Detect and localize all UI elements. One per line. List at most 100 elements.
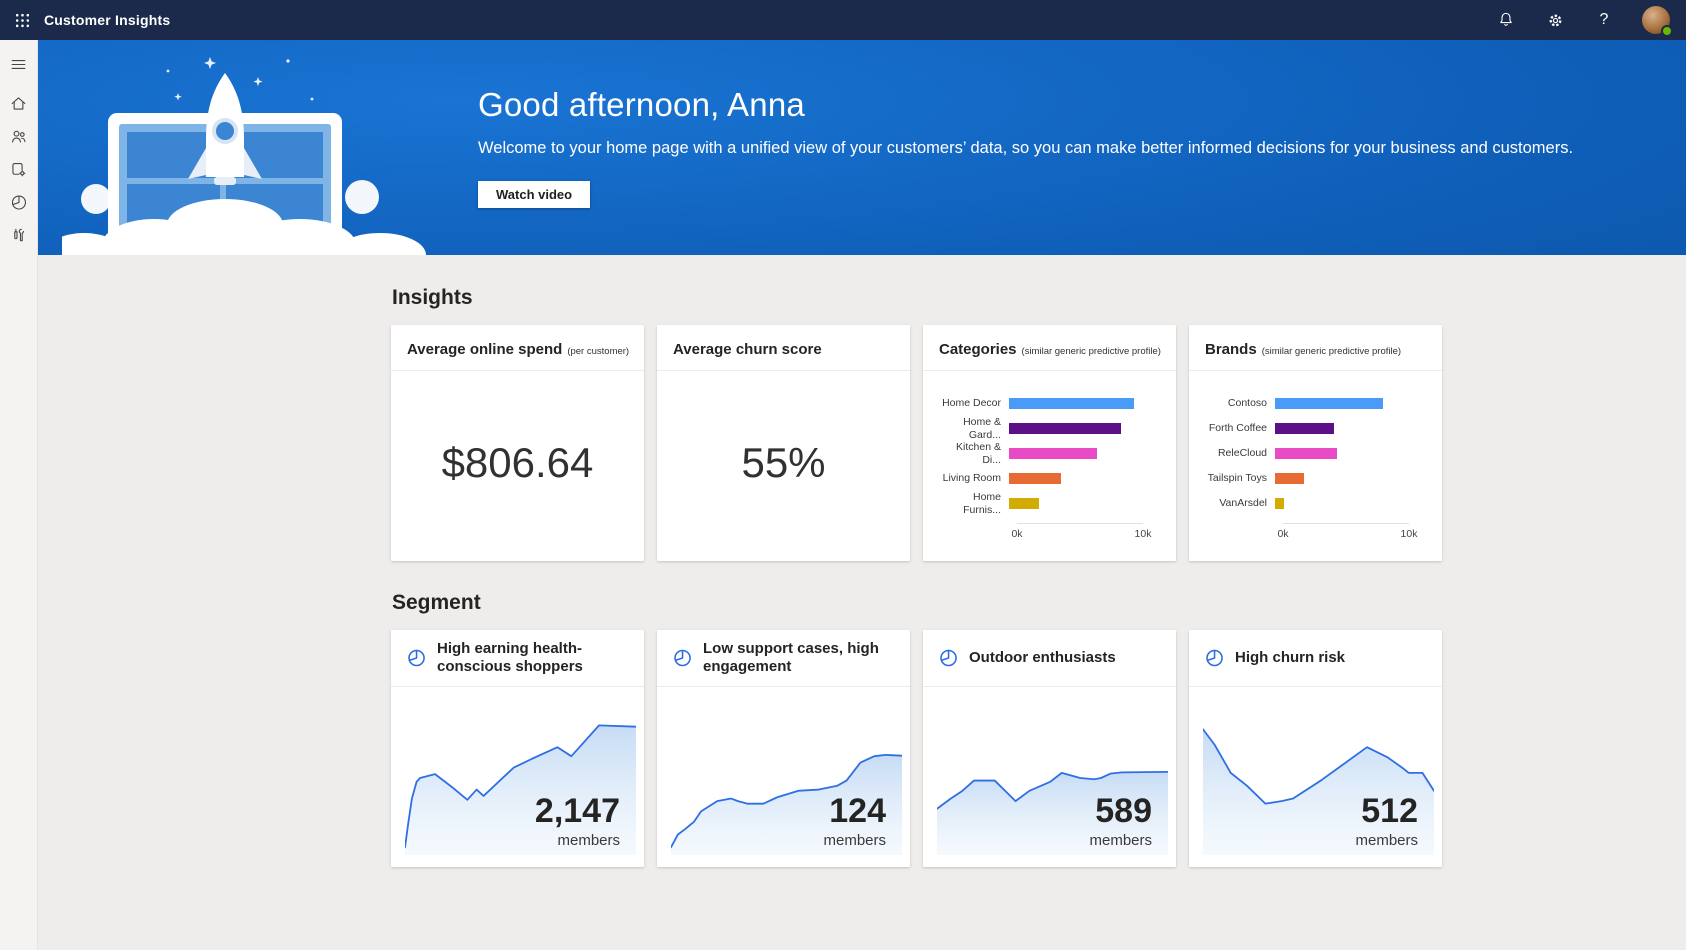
card-title: Brands <box>1205 341 1257 358</box>
main-content: Insights Average online spend (per custo… <box>391 255 1442 867</box>
bar-chart-row: Contoso <box>1203 391 1428 416</box>
segment-trend-chart: 2,147 members <box>391 687 644 867</box>
segment-card-high-churn-risk[interactable]: High churn risk 512 members <box>1189 630 1442 867</box>
help-icon[interactable]: ? <box>1593 9 1615 31</box>
x-axis: 0k10k <box>1283 523 1409 543</box>
kpi-value: 55% <box>741 439 825 487</box>
card-subtitle: (per customer) <box>567 346 629 357</box>
card-title: Categories <box>939 341 1017 358</box>
bar-chart-row: ReleCloud <box>1203 441 1428 466</box>
member-count: 512 <box>1355 794 1418 828</box>
card-title: Average churn score <box>673 341 822 358</box>
bar-chart-row: VanArsdel <box>1203 491 1428 516</box>
bar-chart-row: Forth Coffee <box>1203 416 1428 441</box>
member-count: 589 <box>1089 794 1152 828</box>
app-launcher-icon[interactable] <box>0 0 44 40</box>
bar <box>1275 448 1337 459</box>
categories-bar-chart: Home DecorHome & Gard...Kitchen & Di...L… <box>923 371 1176 543</box>
sidebar-item-tools[interactable] <box>0 219 38 252</box>
bar-track <box>1009 473 1135 484</box>
welcome-banner: Good afternoon, Anna Welcome to your hom… <box>38 40 1686 255</box>
segment-section-heading: Segment <box>392 591 1442 615</box>
sidebar-item-customers[interactable] <box>0 120 38 153</box>
bar <box>1275 473 1304 484</box>
segment-pie-icon <box>405 647 427 669</box>
sidebar-item-data[interactable] <box>0 153 38 186</box>
app-title: Customer Insights <box>44 12 170 28</box>
bar-track <box>1275 398 1401 409</box>
segment-trend-chart: 124 members <box>657 687 910 867</box>
segment-pie-icon <box>937 647 959 669</box>
bar-chart-row: Home Furnis... <box>937 491 1162 516</box>
bar <box>1275 398 1383 409</box>
chart-card-brands[interactable]: Brands (similar generic predictive profi… <box>1189 325 1442 561</box>
sidebar-item-home[interactable] <box>0 87 38 120</box>
bar-category-label: Tailspin Toys <box>1203 472 1275 484</box>
member-count: 124 <box>823 794 886 828</box>
bar-track <box>1275 473 1401 484</box>
bar-track <box>1009 498 1135 509</box>
greeting-title: Good afternoon, Anna <box>478 86 1668 124</box>
topbar-actions: ? <box>1495 6 1686 34</box>
bar-chart-row: Living Room <box>937 466 1162 491</box>
card-subtitle: (similar generic predictive profile) <box>1262 346 1401 357</box>
bar <box>1009 473 1061 484</box>
axis-tick: 10k <box>1401 528 1418 540</box>
kpi-card-average-online-spend[interactable]: Average online spend (per customer) $806… <box>391 325 644 561</box>
segment-card-high-earning[interactable]: High earning health-conscious shoppers 2… <box>391 630 644 867</box>
axis-tick: 10k <box>1135 528 1152 540</box>
segment-card-row: High earning health-conscious shoppers 2… <box>391 630 1442 867</box>
member-unit-label: members <box>823 832 886 849</box>
segment-title: Outdoor enthusiasts <box>969 649 1116 667</box>
bar-category-label: ReleCloud <box>1203 447 1275 459</box>
bar-track <box>1009 398 1135 409</box>
user-avatar[interactable] <box>1642 6 1670 34</box>
x-axis: 0k10k <box>1017 523 1143 543</box>
member-count: 2,147 <box>535 794 620 828</box>
bar-category-label: Home Decor <box>937 397 1009 409</box>
bar-track <box>1009 448 1135 459</box>
bar <box>1009 498 1039 509</box>
segment-trend-chart: 589 members <box>923 687 1176 867</box>
card-title: Average online spend <box>407 341 562 358</box>
segment-card-low-support[interactable]: Low support cases, high engagement 124 m… <box>657 630 910 867</box>
bar-category-label: Home Furnis... <box>937 491 1009 515</box>
segment-pie-icon <box>671 647 693 669</box>
bar-chart-row: Tailspin Toys <box>1203 466 1428 491</box>
bar <box>1009 398 1134 409</box>
chart-card-categories[interactable]: Categories (similar generic predictive p… <box>923 325 1176 561</box>
insights-card-row: Average online spend (per customer) $806… <box>391 325 1442 561</box>
segment-title: Low support cases, high engagement <box>703 640 896 677</box>
member-unit-label: members <box>1355 832 1418 849</box>
segment-card-outdoor-enthusiasts[interactable]: Outdoor enthusiasts 589 members <box>923 630 1176 867</box>
brands-bar-chart: Contoso Forth Coffee ReleCloud Tailspin Toy… <box>1189 371 1442 543</box>
hamburger-menu-icon[interactable] <box>0 48 38 81</box>
segment-trend-chart: 512 members <box>1189 687 1442 867</box>
rocket-launch-illustration <box>62 47 440 255</box>
bar-track <box>1275 423 1401 434</box>
bar <box>1275 423 1334 434</box>
settings-gear-icon[interactable] <box>1544 9 1566 31</box>
bar <box>1009 448 1097 459</box>
kpi-card-average-churn-score[interactable]: Average churn score 55% <box>657 325 910 561</box>
watch-video-button[interactable]: Watch video <box>478 181 590 208</box>
card-subtitle: (similar generic predictive profile) <box>1022 346 1161 357</box>
bar-category-label: Forth Coffee <box>1203 422 1275 434</box>
bar-track <box>1275 448 1401 459</box>
bar-category-label: Contoso <box>1203 397 1275 409</box>
axis-tick: 0k <box>1011 528 1022 540</box>
bar-chart-row: Kitchen & Di... <box>937 441 1162 466</box>
notifications-bell-icon[interactable] <box>1495 9 1517 31</box>
bar <box>1009 423 1121 434</box>
sidebar-item-insights[interactable] <box>0 186 38 219</box>
welcome-text-block: Good afternoon, Anna Welcome to your hom… <box>478 86 1668 208</box>
presence-available-dot <box>1661 25 1673 37</box>
segment-title: High churn risk <box>1235 649 1345 667</box>
bar <box>1275 498 1284 509</box>
left-nav-rail <box>0 40 38 950</box>
segment-title: High earning health-conscious shoppers <box>437 640 630 677</box>
bar-track <box>1009 423 1135 434</box>
greeting-subtitle: Welcome to your home page with a unified… <box>478 139 1668 158</box>
kpi-value: $806.64 <box>442 439 594 487</box>
bar-track <box>1275 498 1401 509</box>
